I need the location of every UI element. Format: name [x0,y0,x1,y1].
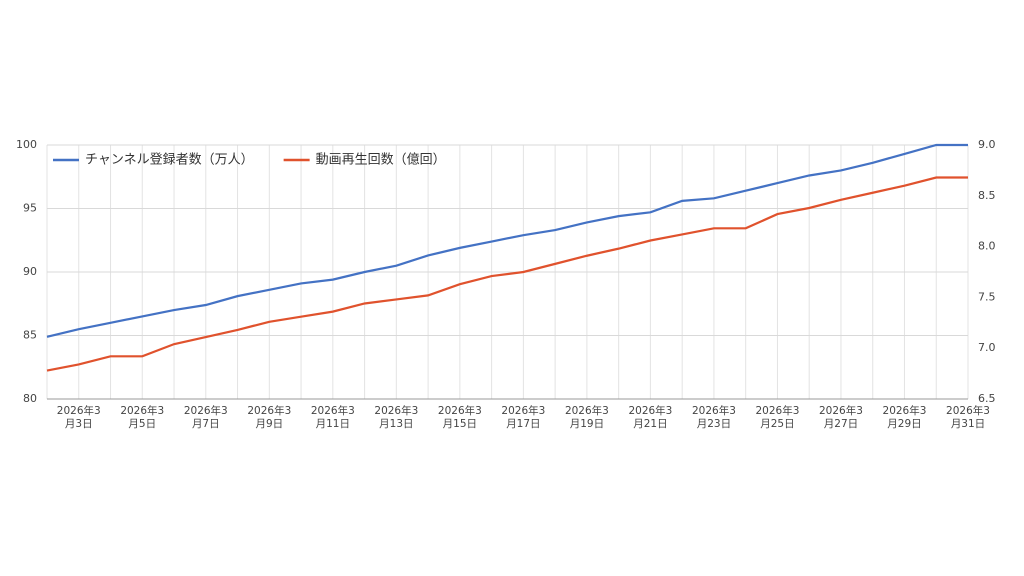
x-tick-label: 2026年3月19日 [564,405,609,430]
legend-label: 動画再生回数（億回） [316,152,446,168]
x-tick-label: 2026年3月31日 [946,405,990,430]
x-tick-label: 2026年3月25日 [755,405,800,430]
x-tick-label: 2026年3月27日 [819,405,863,430]
y-tick-label: 100 [16,138,37,151]
x-tick-label: 2026年3月5日 [120,405,165,430]
y2-tick-label: 7.5 [978,290,996,303]
x-tick-label: 2026年3月11日 [310,405,355,430]
x-tick-label: 2026年3月13日 [374,405,419,430]
legend-label: チャンネル登録者数（万人） [85,153,254,168]
y-tick-label: 95 [23,202,37,215]
x-tick-label: 2026年3月23日 [691,405,736,430]
y-tick-label: 90 [23,265,37,278]
y2-tick-label: 6.5 [978,392,996,405]
x-tick-label: 2026年3月3日 [56,405,101,430]
series-line [46,176,968,372]
x-tick-label: 2026年3月9日 [247,405,292,430]
series-line [46,143,968,338]
x-tick-label: 2026年3月21日 [628,405,673,430]
y2-tick-label: 8.0 [978,240,996,253]
x-tick-label: 2026年3月15日 [437,405,482,430]
y-tick-label: 80 [23,392,37,405]
y2-tick-label: 8.5 [978,189,996,202]
y-tick-label: 85 [23,329,37,342]
y2-tick-label: 7.0 [978,341,996,354]
y2-tick-label: 9.0 [978,138,996,151]
x-tick-label: 2026年3月17日 [501,405,546,430]
x-tick-label: 2026年3月29日 [882,405,927,430]
x-tick-label: 2026年3月7日 [183,405,228,430]
